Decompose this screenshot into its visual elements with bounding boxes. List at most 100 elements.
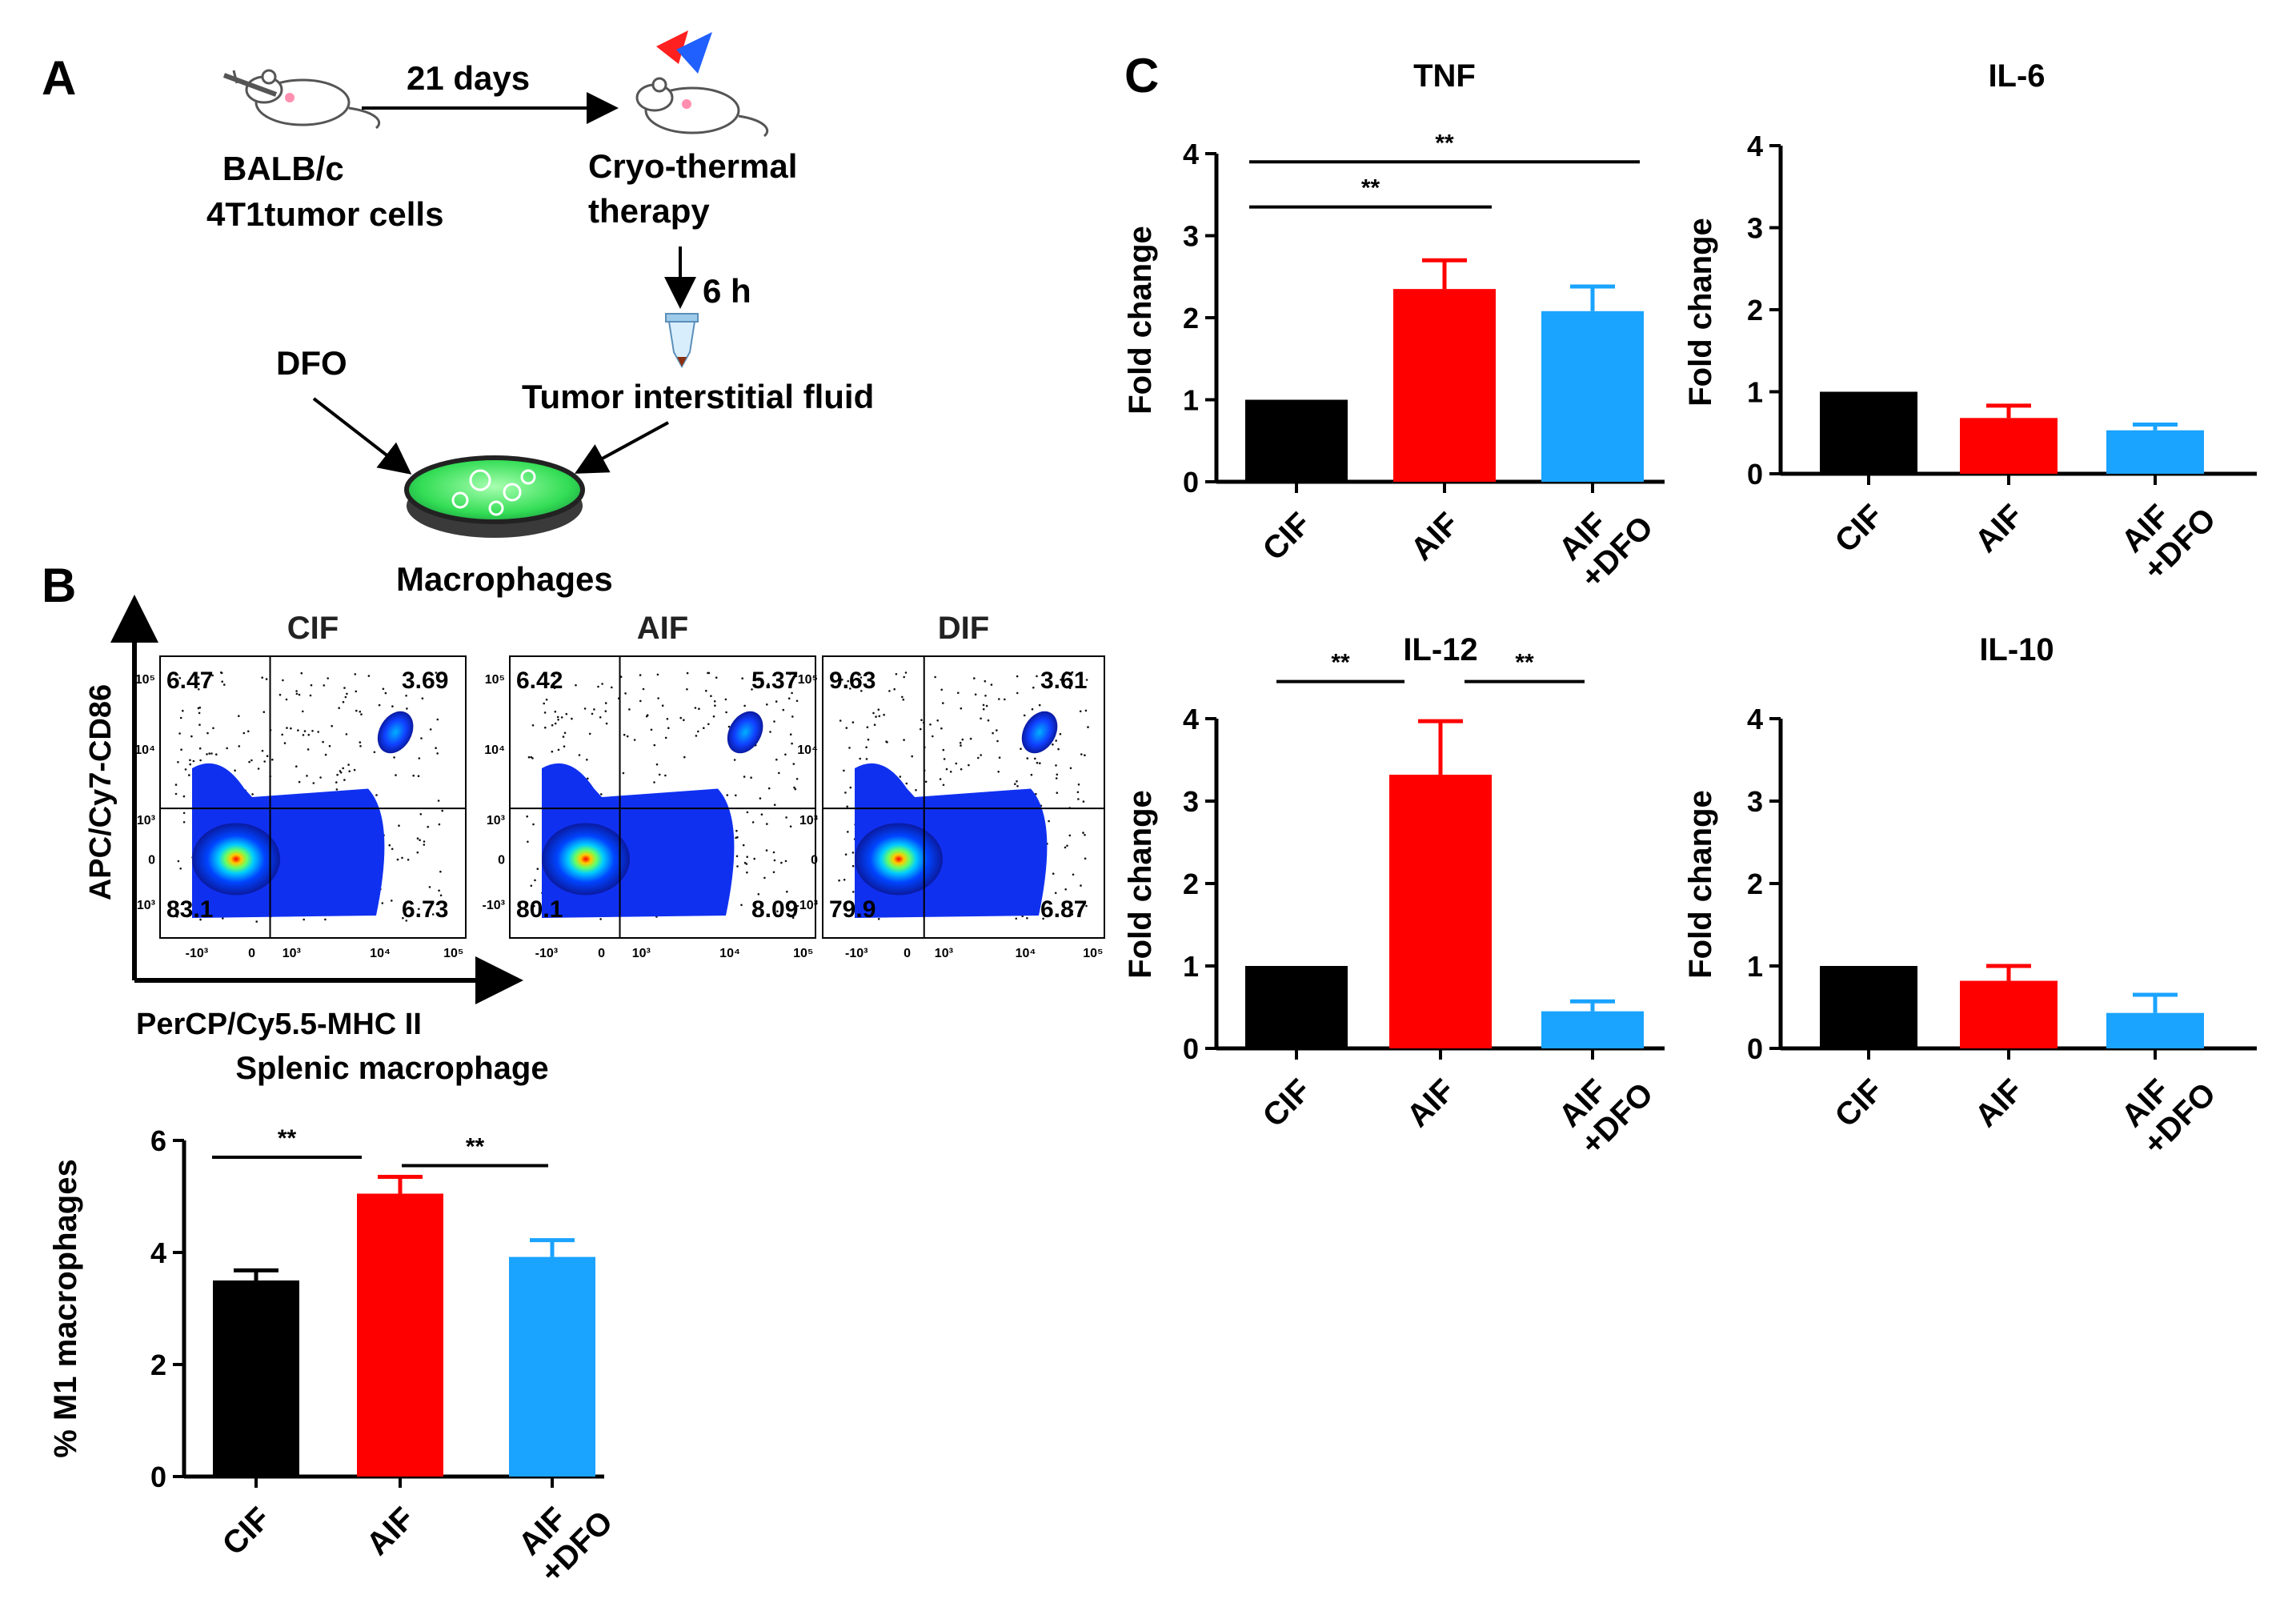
facs-event	[543, 711, 547, 714]
y-tick-label: 0	[1747, 1032, 1763, 1065]
facs-event	[416, 837, 419, 840]
facs-plot-aif: AIF 6.42 5.37 80.1 8.09 10⁵ 10⁴ 10³ 0 -10³ -10³ 0 10…	[483, 611, 816, 960]
facs-event	[176, 916, 178, 918]
facs-event	[795, 699, 799, 703]
facs-event	[982, 703, 985, 707]
facs-event	[536, 868, 539, 870]
facs-event	[302, 710, 304, 713]
facs-event	[174, 792, 178, 795]
facs-event	[410, 912, 412, 916]
facs-event	[848, 747, 851, 749]
facs-event	[766, 823, 768, 825]
facs-event	[353, 768, 356, 771]
facs-event	[1056, 791, 1059, 794]
facs-event	[746, 871, 748, 874]
significance-label: **	[1435, 130, 1454, 156]
facs-event	[178, 677, 182, 679]
facs-event	[750, 776, 752, 779]
facs-event	[388, 844, 391, 847]
facs-event	[199, 759, 202, 762]
category-label: AIF	[1400, 1072, 1462, 1134]
facs-event	[865, 758, 868, 760]
y-tick-label: 0	[150, 1461, 166, 1493]
facs-plots: CIF 6.47 3.69 83.1 6.73 10⁵ 10⁴ 10³ 0 -10³ -10³ 0 10…	[133, 611, 1105, 960]
facs-event	[355, 690, 358, 693]
facs-event	[743, 775, 746, 778]
facs-event	[328, 744, 331, 747]
chart-title: IL-6	[1988, 58, 2045, 94]
facs-density-core	[855, 823, 943, 896]
facs-event	[563, 745, 566, 747]
facs-event	[190, 735, 193, 738]
facs-event	[562, 735, 565, 738]
facs-event	[417, 775, 420, 777]
therapy-label-1: Cryo-thermal	[588, 147, 797, 185]
facs-event	[757, 679, 759, 681]
facs-event	[238, 745, 241, 747]
y-tick-label: 0	[1183, 466, 1199, 499]
facs-event	[1036, 761, 1039, 764]
facs-x-tick: 0	[904, 947, 911, 960]
facs-event	[727, 725, 731, 728]
facs-event	[847, 679, 849, 683]
facs-event	[1042, 917, 1044, 920]
facs-event	[248, 760, 250, 763]
facs-event	[412, 774, 415, 777]
facs-y-tick: 10³	[487, 814, 505, 828]
facs-event	[342, 767, 345, 770]
facs-event	[439, 870, 442, 873]
facs-event	[359, 711, 362, 713]
facs-event	[955, 762, 958, 765]
facs-event	[559, 675, 561, 677]
facs-event	[418, 757, 421, 759]
facs-event	[633, 739, 636, 741]
facs-event	[772, 851, 775, 854]
facs-event	[851, 864, 855, 868]
facs-event	[179, 716, 182, 719]
facs-event	[226, 747, 229, 750]
facs-event	[785, 816, 787, 819]
facs-event	[697, 730, 699, 733]
facs-event	[182, 812, 186, 815]
facs-x-tick: 10⁴	[370, 947, 391, 960]
facs-density-core	[192, 823, 280, 896]
facs-event	[177, 860, 180, 863]
facs-event	[705, 689, 707, 692]
facs-event	[1055, 764, 1057, 767]
facs-event	[934, 675, 936, 679]
y-tick-label: 2	[1747, 294, 1763, 327]
y-tick-label: 2	[1183, 868, 1199, 900]
facs-event	[189, 763, 191, 766]
facs-event	[336, 773, 339, 776]
facs-event	[367, 675, 371, 677]
facs-event	[339, 770, 342, 772]
facs-event	[295, 690, 298, 692]
facs-event	[787, 697, 791, 699]
facs-event	[303, 730, 307, 732]
facs-event	[405, 695, 407, 697]
category-label: AIF	[360, 1501, 422, 1562]
facs-event	[757, 893, 760, 896]
facs-event	[639, 674, 642, 676]
facs-event	[261, 676, 264, 679]
facs-event	[710, 695, 712, 697]
bar-aif-dfo	[2106, 430, 2204, 474]
category-label: AIF+DFO	[1549, 1051, 1660, 1161]
facs-event	[178, 732, 181, 735]
facs-event	[398, 824, 400, 827]
facs-event	[997, 771, 1000, 773]
facs-event	[899, 775, 902, 778]
facs-event	[198, 747, 202, 750]
category-label: AIF+DFO	[509, 1479, 619, 1589]
facs-quad-lr: 6.73	[402, 896, 448, 923]
facs-event	[544, 726, 547, 729]
facs-event	[221, 680, 224, 683]
facs-quad-ur: 3.61	[1040, 667, 1087, 694]
facs-event	[844, 853, 847, 856]
tube-icon	[665, 313, 699, 369]
facs-event	[792, 672, 795, 675]
y-tick-label: 6	[150, 1124, 166, 1157]
chart-splenic: Splenic macrophage % M1 macrophages 0 2 4 6 CI…	[48, 1051, 619, 1590]
facs-event	[438, 889, 440, 892]
bar-aif-dfo	[1541, 1011, 1644, 1048]
